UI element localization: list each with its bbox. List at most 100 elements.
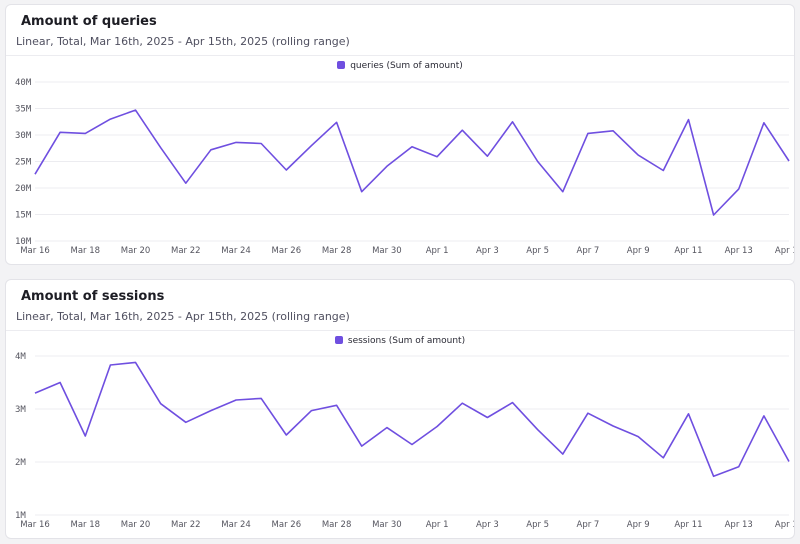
chart-legend[interactable]: sessions (Sum of amount)	[6, 336, 794, 346]
data-point	[636, 435, 640, 439]
data-point	[460, 128, 464, 132]
x-tick-label: Apr 7	[577, 520, 600, 530]
x-tick-label: Apr 5	[526, 520, 549, 530]
data-point	[787, 459, 791, 463]
data-point	[209, 148, 213, 152]
data-point	[435, 155, 439, 159]
x-tick-label: Apr 1	[426, 520, 449, 530]
queries-line-chart: 10M 15M 20M 25M 30M 35M 40M Mar 16 Mar 18 Mar 20 M…	[15, 78, 795, 256]
data-point	[661, 169, 665, 173]
data-point	[737, 187, 741, 191]
y-tick-label: 10M	[15, 237, 32, 247]
x-tick-label: Apr 15	[775, 246, 795, 256]
data-point	[762, 121, 766, 125]
data-point	[284, 168, 288, 172]
y-tick-label: 35M	[15, 105, 32, 115]
data-point	[335, 120, 339, 124]
data-point	[184, 181, 188, 185]
data-point	[309, 144, 313, 148]
sessions-line-chart: 1M 2M 3M 4M Mar 16 Mar 18 Mar 20 Mar 22 Mar 24 Ma…	[15, 352, 795, 530]
x-tick-label: Mar 18	[70, 246, 100, 256]
x-tick-label: Mar 16	[20, 246, 50, 256]
data-point	[762, 414, 766, 418]
x-tick-label: Mar 24	[221, 246, 251, 256]
legend-label: sessions (Sum of amount)	[347, 336, 466, 346]
data-point	[335, 403, 339, 407]
x-tick-label: Mar 22	[171, 520, 201, 530]
queries-chart-card: Amount of queries Linear, Total, Mar 16t…	[5, 4, 795, 265]
data-point	[184, 420, 188, 424]
data-point	[209, 409, 213, 413]
x-tick-label: Apr 9	[627, 520, 650, 530]
x-tick-label: Mar 26	[272, 520, 302, 530]
data-point	[259, 396, 263, 400]
data-point	[661, 456, 665, 460]
data-point	[108, 117, 112, 121]
data-point	[360, 190, 364, 194]
data-point	[561, 190, 565, 194]
data-point	[435, 424, 439, 428]
x-tick-label: Mar 28	[322, 246, 352, 256]
chart-title: Amount of queries	[21, 14, 157, 29]
x-tick-label: Apr 9	[627, 246, 650, 256]
data-point	[536, 160, 540, 164]
x-tick-label: Mar 16	[20, 520, 50, 530]
x-tick-label: Apr 3	[476, 520, 499, 530]
data-point	[83, 434, 87, 438]
data-point	[234, 398, 238, 402]
x-tick-label: Mar 18	[70, 520, 100, 530]
data-point	[259, 141, 263, 145]
data-point	[611, 424, 615, 428]
data-point	[385, 426, 389, 430]
data-point	[58, 381, 62, 385]
chart-legend[interactable]: queries (Sum of amount)	[6, 61, 794, 71]
data-point	[611, 129, 615, 133]
data-point	[511, 120, 515, 124]
data-point	[787, 159, 791, 163]
y-tick-label: 40M	[15, 78, 32, 88]
x-tick-label: Mar 20	[121, 520, 151, 530]
data-point	[737, 465, 741, 469]
x-tick-label: Apr 3	[476, 246, 499, 256]
data-point	[360, 444, 364, 448]
x-tick-label: Mar 28	[322, 520, 352, 530]
x-tick-label: Apr 5	[526, 246, 549, 256]
data-point	[134, 108, 138, 112]
data-point	[561, 452, 565, 456]
card-divider	[6, 55, 794, 56]
legend-swatch	[334, 336, 343, 344]
x-tick-label: Apr 13	[725, 520, 753, 530]
x-tick-label: Apr 7	[577, 246, 600, 256]
x-tick-label: Mar 26	[272, 246, 302, 256]
y-tick-label: 15M	[15, 211, 32, 221]
x-tick-label: Apr 13	[725, 246, 753, 256]
data-point	[410, 443, 414, 447]
data-point	[309, 409, 313, 413]
data-point	[586, 411, 590, 415]
y-tick-label: 2M	[15, 458, 26, 468]
chart-title: Amount of sessions	[21, 289, 165, 304]
data-point	[485, 154, 489, 158]
y-tick-label: 25M	[15, 158, 32, 168]
data-point	[83, 131, 87, 135]
y-tick-label: 3M	[15, 405, 26, 415]
data-point	[536, 428, 540, 432]
data-point	[410, 145, 414, 149]
data-point	[159, 146, 163, 150]
legend-label: queries (Sum of amount)	[350, 61, 463, 71]
sessions-chart-card: Amount of sessions Linear, Total, Mar 16…	[5, 279, 795, 539]
data-point	[485, 415, 489, 419]
data-point	[636, 153, 640, 157]
data-point	[460, 401, 464, 405]
chart-subtitle: Linear, Total, Mar 16th, 2025 - Apr 15th…	[16, 35, 350, 48]
data-point	[58, 130, 62, 134]
legend-swatch	[337, 61, 346, 69]
data-point	[686, 412, 690, 416]
data-point	[712, 213, 716, 217]
data-point	[511, 401, 515, 405]
y-tick-label: 1M	[15, 511, 26, 521]
x-tick-label: Apr 11	[674, 246, 702, 256]
x-tick-label: Mar 30	[372, 246, 402, 256]
data-point	[33, 391, 37, 395]
x-tick-label: Apr 15	[775, 520, 795, 530]
